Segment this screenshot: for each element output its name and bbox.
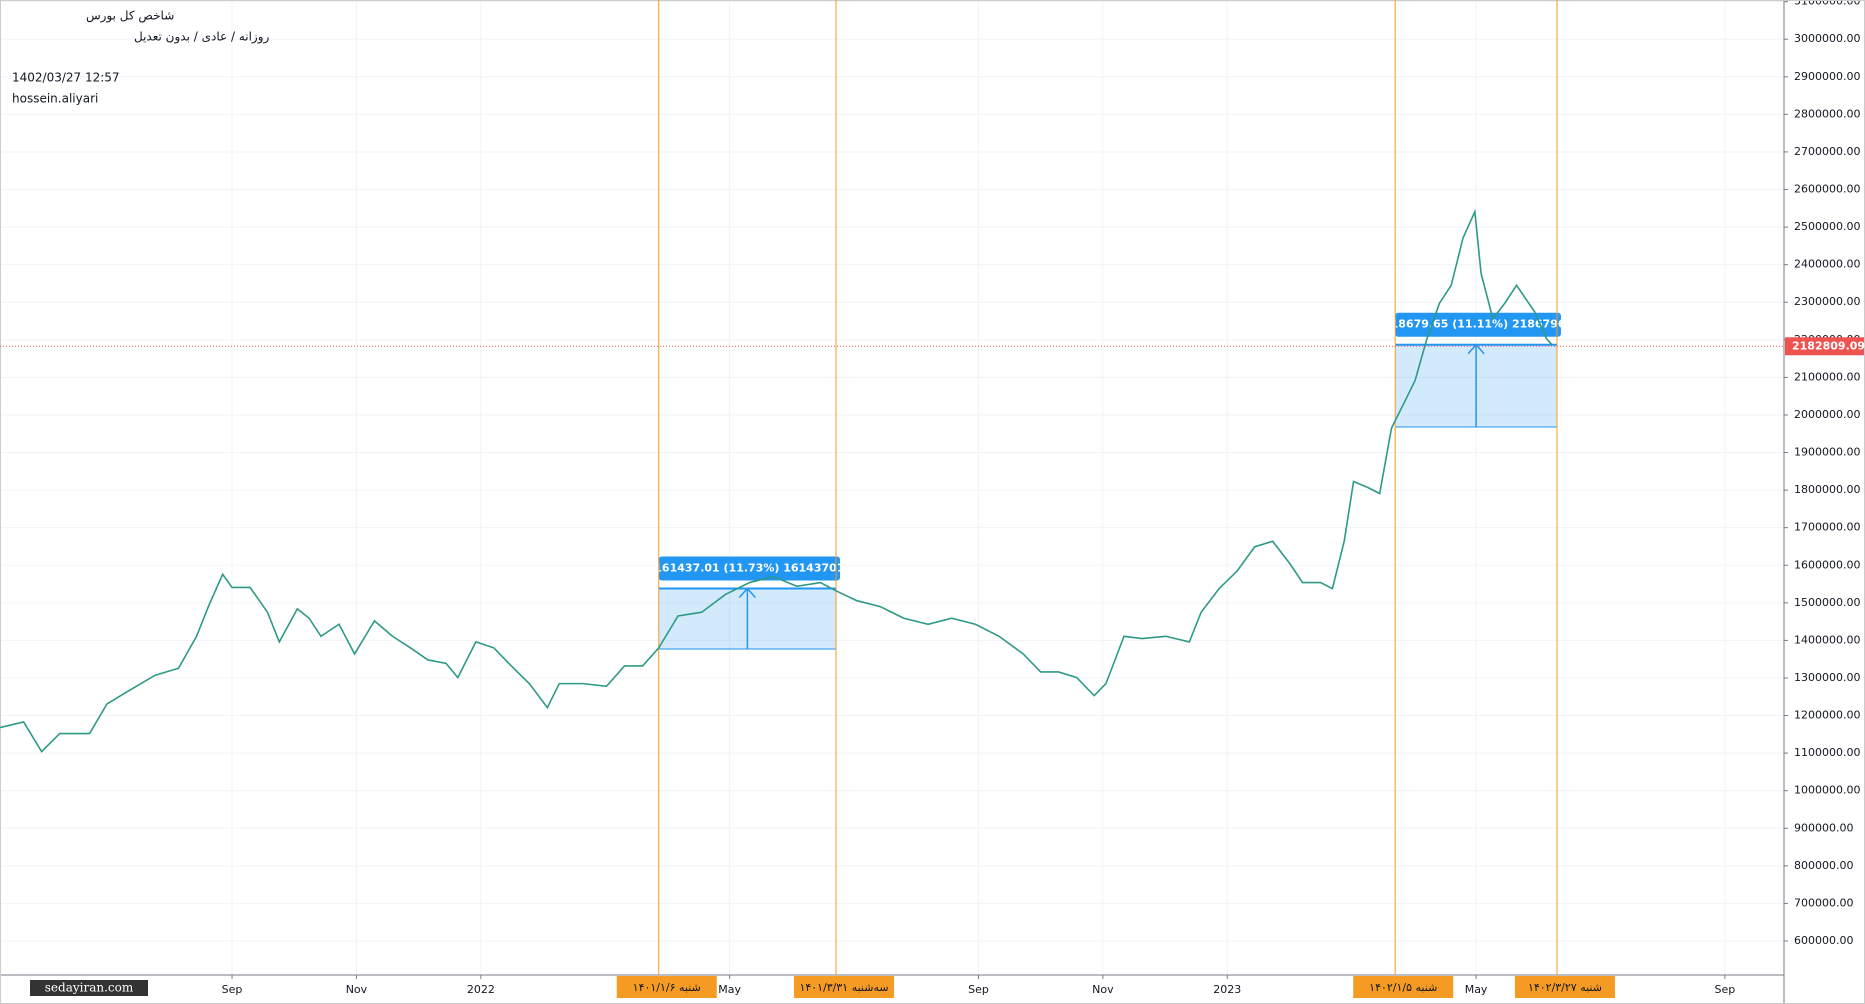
y-tick-label: 2000000.00 xyxy=(1794,408,1860,421)
x-tick-label: 2022 xyxy=(467,983,495,996)
x-tick-label: May xyxy=(718,983,741,996)
x-tick-label: Sep xyxy=(1715,983,1736,996)
marker-label-box xyxy=(1353,976,1454,998)
marker-label-box xyxy=(616,976,717,998)
marker-label: شنبه ۱۴۰۲/۱/۵ xyxy=(1369,981,1437,994)
watermark: sedayiran.com xyxy=(45,981,134,995)
marker-label: شنبه ۱۴۰۱/۱/۶ xyxy=(633,981,701,994)
last-price-box xyxy=(1785,337,1864,356)
x-tick-label: 2023 xyxy=(1213,983,1241,996)
y-tick-label: 1300000.00 xyxy=(1794,671,1860,684)
marker-label-box xyxy=(1514,976,1615,998)
y-tick-label: 1800000.00 xyxy=(1794,483,1860,496)
y-tick-label: 800000.00 xyxy=(1794,859,1854,872)
price-line xyxy=(0,208,1553,753)
y-tick-label: 2600000.00 xyxy=(1794,183,1860,196)
y-tick-label: 700000.00 xyxy=(1794,896,1854,909)
y-tick-label: 1000000.00 xyxy=(1794,784,1860,797)
x-tick-label: Nov xyxy=(1092,983,1114,996)
marker-label: سه‌شنبه ۱۴۰۱/۳/۳۱ xyxy=(799,981,888,994)
range-label-box xyxy=(1395,312,1561,337)
x-tick-label: Sep xyxy=(968,983,989,996)
y-tick-label: 1400000.00 xyxy=(1794,633,1860,646)
title: شاخص کل بورس xyxy=(86,9,174,24)
y-tick-label: 2900000.00 xyxy=(1794,70,1860,83)
y-tick-label: 900000.00 xyxy=(1794,821,1854,834)
y-tick-label: 2300000.00 xyxy=(1794,295,1860,308)
y-tick-label: 1200000.00 xyxy=(1794,709,1860,722)
y-tick-label: 3000000.00 xyxy=(1794,32,1860,45)
range-label-box xyxy=(658,556,841,581)
subtitle: روزانه / عادی / بدون تعدیل xyxy=(134,30,270,45)
x-tick-label: May xyxy=(1465,983,1488,996)
y-tick-label: 2100000.00 xyxy=(1794,370,1860,383)
y-tick-label: 2700000.00 xyxy=(1794,145,1860,158)
marker-label-box xyxy=(794,976,895,998)
watermark-box xyxy=(30,980,148,996)
y-tick-label: 3100000.00 xyxy=(1794,0,1860,8)
y-tick-label: 1700000.00 xyxy=(1794,521,1860,534)
timestamp: 1402/03/27 12:57 xyxy=(12,71,120,85)
marker-label: شنبه ۱۴۰۲/۳/۲۷ xyxy=(1528,981,1602,994)
range-arrow xyxy=(738,587,756,650)
y-tick-label: 2500000.00 xyxy=(1794,220,1860,233)
y-tick-label: 2400000.00 xyxy=(1794,258,1860,271)
y-tick-label: 1100000.00 xyxy=(1794,746,1860,759)
last-price-label: 2182809.09 xyxy=(1792,339,1865,352)
x-tick-label: Nov xyxy=(346,983,368,996)
range-arrow xyxy=(1467,343,1485,427)
y-tick-label: 2800000.00 xyxy=(1794,107,1860,120)
y-tick-label: 600000.00 xyxy=(1794,934,1854,947)
y-tick-label: 1600000.00 xyxy=(1794,558,1860,571)
y-tick-label: 1900000.00 xyxy=(1794,446,1860,459)
x-tick-label: Sep xyxy=(222,983,243,996)
y-tick-label: 1500000.00 xyxy=(1794,596,1860,609)
author: hossein.aliyari xyxy=(12,92,98,106)
range-label: 161437.01 (11.73%) 16143701 xyxy=(654,562,844,575)
range-label: 218679.65 (11.11%) 21867965 xyxy=(1383,318,1573,331)
